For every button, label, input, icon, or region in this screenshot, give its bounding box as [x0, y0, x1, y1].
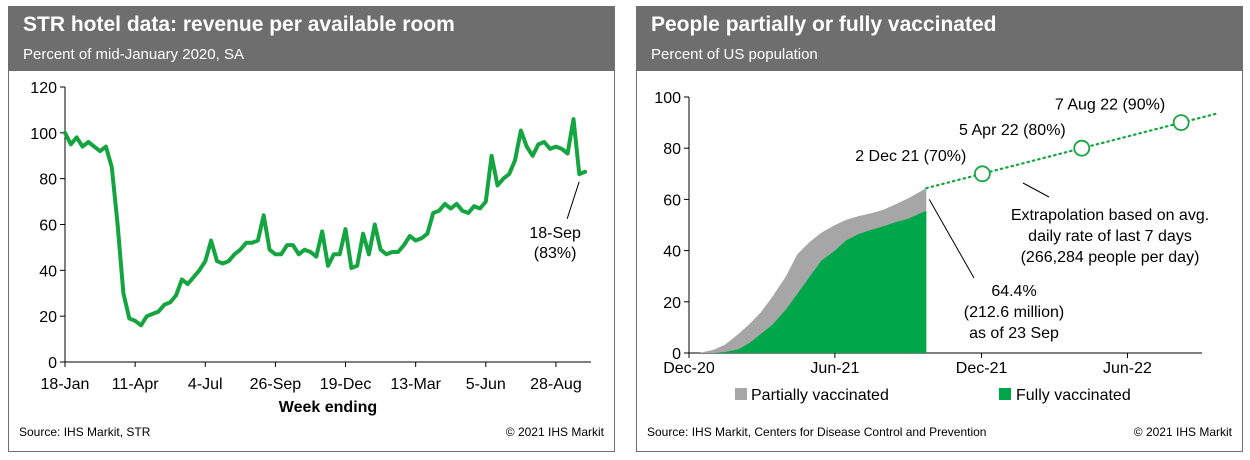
extrapolation-note: (266,284 people per day) — [1021, 249, 1200, 266]
chart-subtitle: Percent of US population — [651, 46, 818, 63]
legend-swatch-partial — [735, 388, 747, 400]
milestone-label: 2 Dec 21 (70%) — [855, 148, 966, 165]
legend-swatch-fully — [999, 388, 1011, 400]
milestone-marker — [1073, 139, 1091, 157]
annotation-label: 18-Sep — [529, 225, 581, 242]
current-value-note: as of 23 Sep — [969, 325, 1059, 342]
x-tick-label: Jun-22 — [1103, 360, 1152, 377]
current-value-leader — [928, 199, 975, 279]
annotation-label: (83%) — [534, 245, 577, 262]
extrapolation-leader — [1022, 182, 1050, 198]
source-note: Source: IHS Markit, Centers for Disease … — [647, 425, 987, 439]
panel-header: People partially or fully vaccinated Per… — [637, 7, 1242, 71]
source-note: Source: IHS Markit, STR — [19, 425, 151, 439]
milestone-marker — [973, 165, 991, 183]
x-tick-label: Dec-20 — [663, 360, 715, 377]
legend-label: Partially vaccinated — [751, 387, 889, 404]
milestone-label: 5 Apr 22 (80%) — [959, 122, 1066, 139]
x-tick-label: 4-Jul — [188, 376, 223, 393]
hotel-revenue-chart: 0 20 40 60 80 100 120 18-Jan 11-Apr 4-Jul 26-Sep 19… — [30, 80, 591, 416]
y-tick-label: 0 — [48, 355, 57, 372]
panel-header: STR hotel data: revenue per available ro… — [9, 7, 614, 71]
legend-label: Fully vaccinated — [1016, 387, 1131, 404]
y-tick-label: 80 — [39, 172, 57, 189]
chart-title: People partially or fully vaccinated — [651, 13, 997, 36]
y-tick-label: 100 — [654, 90, 681, 107]
y-tick-label: 40 — [663, 244, 681, 261]
x-tick-label: 19-Dec — [320, 376, 372, 393]
y-tick-label: 20 — [663, 295, 681, 312]
vaccination-chart: 0 20 40 60 80 100 Dec-20 Jun-21 Dec-21 Jun-22 2 De… — [654, 90, 1218, 404]
y-tick-label: 120 — [30, 80, 57, 97]
x-tick-label: Dec-21 — [956, 360, 1008, 377]
annotation-leader — [566, 181, 580, 219]
milestone-marker — [1172, 114, 1190, 131]
x-tick-label: Jun-21 — [810, 360, 859, 377]
x-tick-label: 13-Mar — [390, 376, 441, 393]
x-tick-label: 11-Apr — [112, 376, 160, 393]
vaccination-panel: People partially or fully vaccinated Per… — [636, 6, 1243, 452]
milestone-label: 7 Aug 22 (90%) — [1055, 97, 1165, 114]
revpar-line — [63, 117, 588, 328]
y-tick-label: 40 — [39, 263, 57, 280]
y-tick-label: 100 — [30, 126, 57, 143]
y-tick-label: 60 — [663, 192, 681, 209]
y-tick-label: 80 — [663, 141, 681, 158]
chart-subtitle: Percent of mid-January 2020, SA — [23, 46, 244, 63]
chart-title: STR hotel data: revenue per available ro… — [23, 13, 455, 36]
y-tick-label: 20 — [39, 309, 57, 326]
extrapolation-note: daily rate of last 7 days — [1028, 228, 1192, 245]
x-tick-label: 5-Jun — [466, 376, 506, 393]
current-value-note: (212.6 million) — [964, 304, 1064, 321]
hotel-revenue-panel: STR hotel data: revenue per available ro… — [8, 6, 615, 452]
extrapolation-note: Extrapolation based on avg. — [1011, 207, 1209, 224]
copyright-note: © 2021 IHS Markit — [1133, 425, 1232, 439]
y-tick-label: 0 — [672, 346, 681, 363]
fully-vaccinated-area — [699, 210, 927, 353]
copyright-note: © 2021 IHS Markit — [505, 425, 604, 439]
x-tick-label: 28-Aug — [530, 376, 582, 393]
x-tick-label: 26-Sep — [250, 376, 302, 393]
x-tick-label: 18-Jan — [41, 376, 90, 393]
y-tick-label: 60 — [39, 218, 57, 235]
x-axis-title: Week ending — [279, 399, 377, 416]
current-value-note: 64.4% — [991, 283, 1036, 300]
